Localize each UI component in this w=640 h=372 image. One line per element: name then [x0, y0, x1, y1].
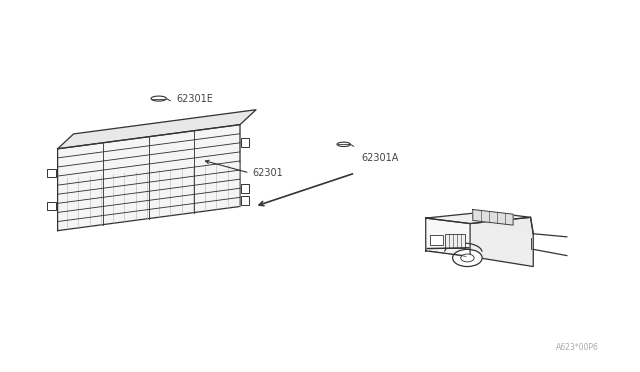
Text: 62301E: 62301E: [176, 94, 213, 103]
Polygon shape: [58, 110, 256, 149]
Polygon shape: [58, 125, 240, 231]
Bar: [430, 235, 443, 245]
FancyBboxPatch shape: [241, 184, 249, 193]
Polygon shape: [426, 218, 470, 256]
FancyBboxPatch shape: [47, 169, 56, 177]
FancyBboxPatch shape: [47, 202, 56, 210]
FancyBboxPatch shape: [241, 138, 249, 147]
Text: 62301A: 62301A: [362, 153, 399, 163]
Ellipse shape: [337, 142, 350, 147]
FancyBboxPatch shape: [241, 196, 249, 205]
Text: A623*00P6: A623*00P6: [556, 343, 598, 352]
Polygon shape: [470, 224, 533, 266]
Ellipse shape: [461, 254, 474, 262]
Polygon shape: [470, 217, 533, 256]
Ellipse shape: [452, 249, 482, 266]
Ellipse shape: [151, 96, 166, 101]
Bar: [445, 234, 465, 248]
Polygon shape: [473, 209, 513, 225]
Text: 62301: 62301: [253, 168, 284, 178]
Polygon shape: [426, 212, 531, 224]
